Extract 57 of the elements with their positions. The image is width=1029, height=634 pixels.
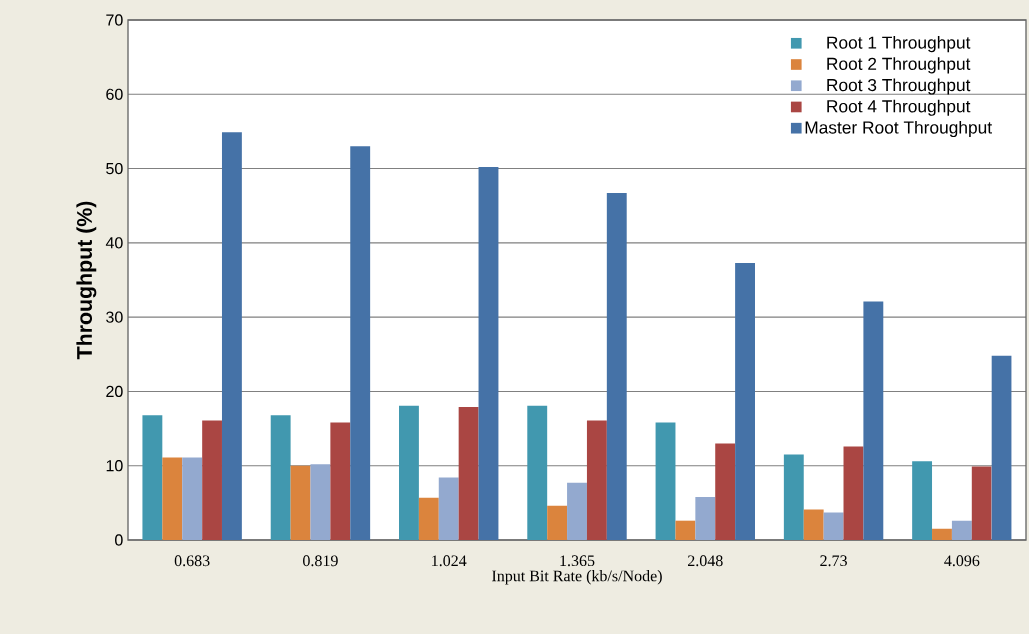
bar	[399, 405, 419, 540]
bar	[350, 146, 371, 540]
bar	[418, 497, 439, 540]
bar	[527, 405, 548, 540]
bar	[735, 262, 755, 540]
x-tick-label: 4.096	[944, 555, 980, 567]
bar	[715, 443, 736, 540]
bar	[606, 193, 627, 540]
bar	[162, 457, 183, 540]
bar	[971, 466, 992, 540]
x-tick-label: 0.819	[303, 555, 338, 567]
bar	[478, 167, 499, 540]
legend-label: Master Root Throughput	[805, 120, 992, 138]
x-tick-label: 1.365	[560, 555, 595, 567]
bar	[270, 415, 291, 540]
x-tick-label: 1.024	[432, 555, 467, 567]
bar	[142, 415, 163, 540]
bar	[547, 505, 568, 540]
x-tick-label: 0.683	[174, 555, 210, 567]
bar	[695, 496, 716, 540]
x-tick-label: 2.73	[820, 555, 847, 567]
bar	[182, 457, 203, 540]
bar	[991, 355, 1012, 540]
bar	[438, 477, 459, 540]
bar	[675, 520, 696, 540]
bar	[330, 422, 351, 540]
bar	[783, 454, 804, 540]
y-tick-label: 50	[106, 162, 123, 175]
y-axis-title: Throughput (%)	[76, 201, 97, 360]
bar	[458, 407, 479, 540]
y-tick-label: 20	[106, 385, 123, 398]
bar	[823, 512, 844, 540]
bar	[310, 464, 331, 540]
y-tick-label: 30	[106, 311, 123, 323]
bar	[863, 301, 884, 540]
bar	[655, 422, 676, 540]
bar	[932, 528, 952, 540]
legend-label: Root 4 Throughput	[827, 99, 971, 116]
legend-label: Root 2 Throughput	[827, 57, 971, 74]
bar	[290, 465, 311, 540]
x-axis-title: Input Bit Rate (kb/s/Node)	[492, 570, 662, 585]
y-tick-label: 0	[115, 534, 123, 546]
bar	[951, 520, 972, 540]
y-tick-label: 10	[106, 460, 123, 472]
bar	[567, 482, 587, 540]
x-tick-label: 2.048	[688, 555, 723, 567]
y-tick-label: 70	[106, 14, 123, 26]
y-tick-label: 60	[106, 88, 123, 100]
legend-label: Root 3 Throughput	[827, 78, 971, 95]
bar	[843, 446, 864, 540]
y-tick-label: 40	[105, 237, 123, 249]
bar	[202, 420, 222, 540]
bar	[221, 132, 242, 540]
legend-label: Root 1 Throughput	[827, 36, 971, 53]
bar	[912, 461, 933, 540]
bar	[803, 509, 824, 540]
bar	[586, 420, 607, 540]
